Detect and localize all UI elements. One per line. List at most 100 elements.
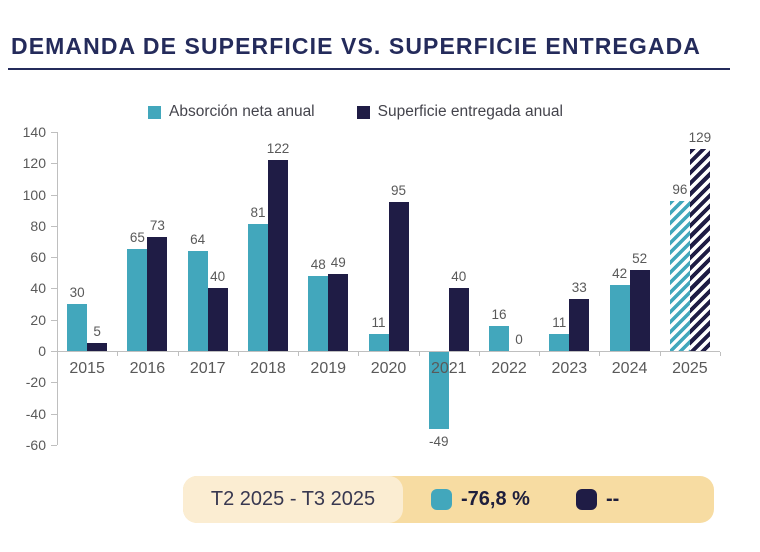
value-label-2017-entregada: 40 [210, 269, 226, 285]
navy-chip-icon [575, 489, 597, 510]
x-axis-label-2023: 2023 [551, 360, 588, 377]
absorcion-change-value: -76,8 % [461, 488, 530, 510]
value-label-2020-absorcion: 11 [371, 314, 386, 330]
x-axis-label-2019: 2019 [310, 360, 347, 377]
entregada-change-value: -- [605, 488, 620, 510]
value-label-2016-entregada: 73 [149, 217, 165, 233]
page-title: DEMANDA DE SUPERFICIE VS. SUPERFICIE ENT… [11, 33, 701, 59]
x-axis-label-2022: 2022 [491, 360, 527, 377]
bar-2025-entregada [689, 149, 710, 351]
x-axis-tick-mark [478, 352, 480, 356]
bar-2017-absorcion [187, 250, 208, 351]
x-axis-tick-mark [599, 352, 601, 356]
value-label-2022-entregada: 0 [515, 332, 523, 347]
x-axis-label-2024: 2024 [611, 360, 648, 377]
legend-swatch-teal-icon [148, 105, 161, 119]
x-axis-label-2015: 2015 [69, 360, 105, 377]
bar-2019-entregada [328, 274, 349, 351]
x-axis-label-2025: 2025 [672, 360, 708, 377]
summary-badge: T2 2025 - T3 2025 -76,8 % -- [183, 476, 714, 523]
value-label-2018-absorcion: 81 [250, 205, 266, 221]
value-label-2023-absorcion: 11 [552, 314, 567, 330]
y-axis-tick-label: -40 [25, 405, 46, 422]
value-label-2019-absorcion: 48 [310, 256, 326, 272]
bar-2021-entregada [448, 288, 469, 351]
x-axis-label-2018: 2018 [250, 360, 286, 377]
y-axis-tick-label: 40 [30, 280, 46, 297]
bar-2015-absorcion [67, 304, 88, 351]
value-label-2020-entregada: 95 [390, 183, 407, 199]
x-axis-line [57, 351, 720, 352]
y-axis-tick-mark [51, 413, 57, 415]
teal-chip-icon [431, 489, 452, 510]
bar-2015-entregada [87, 343, 108, 351]
legend-swatch-navy-icon [356, 105, 370, 119]
bar-2018-entregada [267, 160, 288, 351]
y-axis-tick-label: -60 [25, 436, 46, 453]
y-axis-tick-mark [51, 225, 57, 227]
y-axis-tick-mark [51, 288, 57, 290]
value-label-2019-entregada: 49 [330, 255, 346, 271]
x-axis-tick-mark [418, 352, 420, 356]
x-axis-tick-mark [358, 352, 360, 356]
bar-2023-entregada [569, 299, 590, 351]
x-axis-tick-mark [237, 352, 239, 356]
x-axis-label-2017: 2017 [189, 360, 226, 377]
x-axis-label-2021: 2021 [430, 360, 467, 377]
y-axis-tick-label: 100 [22, 186, 46, 203]
value-label-2015-entregada: 5 [93, 324, 101, 340]
bar-2017-entregada [207, 288, 228, 351]
bar-2020-absorcion [368, 333, 389, 351]
y-axis-line [57, 131, 58, 445]
value-label-2022-absorcion: 16 [491, 306, 507, 322]
legend-label-absorcion: Absorción neta anual [169, 103, 315, 120]
y-axis-tick-label: 120 [22, 155, 46, 172]
value-label-2025-absorcion: 96 [672, 181, 688, 197]
x-axis-tick-mark [177, 352, 179, 356]
bar-2020-entregada [388, 202, 409, 351]
bar-2018-absorcion [247, 224, 268, 351]
y-axis-tick-mark [51, 444, 57, 446]
x-axis-tick-mark [659, 352, 661, 356]
y-axis-tick-mark [51, 351, 57, 352]
value-label-2024-entregada: 52 [632, 250, 648, 266]
bar-2016-absorcion [127, 249, 148, 351]
x-axis-tick-mark [298, 352, 300, 356]
y-axis-tick-label: 80 [30, 217, 46, 234]
y-axis-tick-label: 140 [22, 123, 46, 140]
chart-legend: Absorción neta anual Superficie entregad… [148, 103, 563, 121]
value-label-2015-absorcion: 30 [69, 285, 85, 301]
title-underline-rule [8, 68, 730, 70]
value-label-2021-entregada: 40 [451, 269, 467, 285]
value-label-2021-absorcion: -49 [429, 433, 449, 449]
bar-2016-entregada [147, 236, 168, 351]
y-axis-tick-mark [51, 382, 57, 384]
x-axis-tick-mark [117, 352, 119, 356]
summary-badge-period: T2 2025 - T3 2025 [183, 476, 403, 523]
y-axis-tick-mark [51, 319, 57, 321]
value-label-2025-entregada: 129 [688, 130, 712, 146]
bar-2023-absorcion [549, 333, 570, 351]
y-axis-tick-label: 60 [30, 249, 46, 266]
value-label-2023-entregada: 33 [571, 280, 587, 296]
value-label-2024-absorcion: 42 [612, 266, 628, 282]
summary-badge-values: -76,8 % -- [403, 488, 714, 511]
x-axis-tick-mark [720, 352, 721, 356]
value-label-2017-absorcion: 64 [190, 231, 206, 247]
value-label-2016-absorcion: 65 [129, 230, 145, 246]
y-axis-tick-mark [51, 163, 57, 165]
x-axis-label-2020: 2020 [370, 360, 407, 377]
y-axis-tick-label: 20 [30, 311, 46, 328]
bar-2025-absorcion [669, 200, 690, 351]
y-axis-tick-mark [51, 194, 57, 196]
y-axis-tick-mark [51, 131, 57, 133]
bar-2019-absorcion [308, 275, 329, 351]
bar-2021-absorcion [428, 352, 449, 429]
legend-label-entregada: Superficie entregada anual [377, 103, 563, 120]
y-axis-tick-label: -20 [25, 374, 46, 391]
bar-2022-absorcion [489, 325, 510, 351]
x-axis-label-2016: 2016 [129, 360, 166, 377]
y-axis-tick-label: 0 [38, 343, 46, 359]
value-label-2018-entregada: 122 [266, 141, 290, 157]
